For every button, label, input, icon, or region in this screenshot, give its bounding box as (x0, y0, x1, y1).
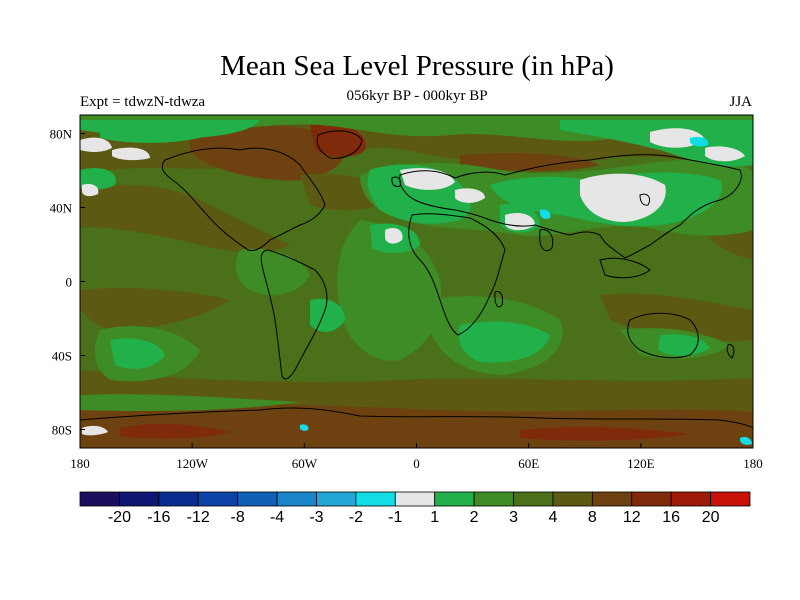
y-tick-label: 0 (66, 275, 73, 290)
x-tick-label: 60E (518, 456, 539, 471)
colorbar-swatch (473, 491, 514, 507)
colorbar-label: 3 (509, 509, 518, 526)
x-tick-label: 120W (176, 456, 209, 471)
field-region (658, 334, 710, 356)
field-region (460, 153, 600, 172)
coastlines (80, 130, 753, 429)
field-region (235, 248, 310, 295)
experiment-label: Expt = tdwzN-tdwza (80, 94, 206, 110)
field-region (112, 147, 150, 161)
colorbar-label: -8 (231, 509, 245, 526)
colorbar-swatch (513, 491, 554, 507)
colorbar-label: 12 (623, 509, 641, 526)
field-region (80, 394, 300, 412)
y-tick-label: 80N (50, 127, 73, 142)
field-region (190, 123, 346, 181)
x-tick-label: 180 (743, 456, 763, 471)
indonesia-outline (599, 257, 651, 279)
colorbar-label: 20 (702, 509, 720, 526)
japan-outline (639, 193, 651, 206)
map-title: Mean Sea Level Pressure (in hPa) (220, 50, 614, 82)
field-region (385, 228, 403, 244)
field-region (82, 184, 99, 197)
colorbar-swatch (394, 491, 436, 507)
field-region (120, 423, 230, 439)
x-axis: 180 120W 60W 0 60E 120E 180 (70, 443, 763, 471)
colorbar-swatch (158, 491, 199, 507)
pressure-field (80, 115, 753, 448)
y-tick-label: 40S (52, 349, 72, 364)
colorbar-label: -12 (187, 509, 210, 526)
field-region (110, 338, 165, 369)
britain-outline (391, 176, 401, 187)
colorbar-label: -1 (388, 509, 402, 526)
colorbar-swatch (79, 491, 120, 507)
field-region (80, 288, 230, 330)
colorbar-label: -4 (270, 509, 284, 526)
colorbar: -20 -16 -12 -8 -4 -3 -2 -1 1 2 3 4 8 12 16 20 (79, 491, 751, 526)
colorbar-swatch (276, 491, 317, 507)
colorbar-label: -20 (108, 509, 131, 526)
field-region (520, 427, 690, 441)
x-tick-label: 0 (413, 456, 420, 471)
colorbar-label: 16 (662, 509, 680, 526)
field-region (400, 168, 455, 190)
colorbar-swatch (316, 491, 357, 507)
colorbar-label: 8 (588, 509, 597, 526)
north-america-outline (161, 147, 326, 251)
colorbar-swatch (710, 491, 751, 507)
antarctica-outline (80, 407, 753, 429)
colorbar-label: -3 (309, 509, 323, 526)
field-region (690, 136, 709, 147)
colorbar-label: -16 (147, 509, 170, 526)
y-tick-label: 40N (50, 201, 73, 216)
south-america-outline (260, 249, 328, 380)
africa-outline (408, 213, 506, 336)
y-tick-label: 80S (52, 423, 72, 438)
colorbar-label: 2 (470, 509, 479, 526)
eurasia-outline (399, 154, 742, 259)
colorbar-swatch (355, 491, 396, 507)
x-tick-label: 60W (292, 456, 318, 471)
colorbar-swatch (552, 491, 593, 507)
field-region (540, 209, 551, 219)
colorbar-label: 1 (430, 509, 439, 526)
greenland-outline (316, 130, 363, 159)
x-tick-label: 120E (627, 456, 655, 471)
colorbar-swatch (237, 491, 278, 507)
madagascar-outline (494, 291, 503, 308)
colorbar-swatch (631, 491, 672, 507)
field-region (740, 436, 752, 445)
colorbar-label: -2 (349, 509, 363, 526)
time-range-label: 056kyr BP - 000kyr BP (346, 88, 488, 104)
colorbar-swatch (434, 491, 475, 507)
field-region (458, 321, 550, 363)
colorbar-swatch (670, 491, 711, 507)
field-region (337, 220, 441, 361)
colorbar-label: 4 (548, 509, 557, 526)
field-region (82, 425, 108, 436)
field-region (455, 188, 485, 203)
colorbar-swatch (119, 491, 160, 507)
field-region (310, 123, 366, 157)
field-region (80, 184, 290, 253)
field-region (600, 293, 753, 342)
australia-outline (627, 312, 699, 359)
new-zealand-outline (726, 344, 735, 359)
colorbar-swatch (591, 491, 633, 507)
season-label: JJA (729, 94, 752, 110)
colorbar-swatch (197, 491, 239, 507)
field-region (80, 137, 112, 152)
india-outline (539, 229, 554, 252)
field-region (580, 173, 666, 222)
y-axis: 80N 40N 0 40S 80S (50, 127, 85, 438)
x-tick-label: 180 (70, 456, 90, 471)
field-region (705, 146, 745, 162)
field-region (300, 424, 309, 431)
field-region (100, 122, 210, 143)
